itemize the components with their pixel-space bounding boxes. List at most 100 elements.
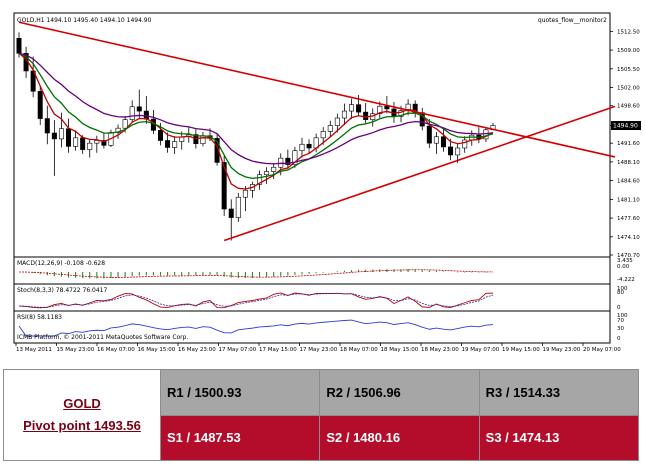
candle-body [51,132,57,140]
rsi-title: RSI(8) 58.1183 [17,314,62,321]
trading-chart: GOLD,H1 1494.10 1495.40 1494.10 1494.90 … [13,12,641,353]
monitor-watermark: quotes_flow__monitor2 [538,17,607,24]
price-tick-label: 1512.50 [617,29,640,35]
candle-body [349,104,355,112]
price-tick-label: 1509.00 [617,48,640,54]
indicator-tick-label: 100 [617,286,628,292]
indicator-tick-label: 0.00 [617,264,630,270]
time-tick-label: 15 May 23:00 [57,347,95,353]
candle-body [136,106,142,112]
indicator-tick-label: 0 [617,305,621,311]
candle-body [122,119,128,129]
candle-body [58,128,64,140]
current-price-label: 1494.90 [613,123,638,130]
candle-body [157,130,163,141]
candle-body [285,157,291,165]
candle-body [440,136,446,148]
candle-body [462,139,468,149]
candle-body [257,174,263,185]
candle-body [200,135,206,145]
time-tick-label: 17 May 23:00 [300,347,338,353]
candle-body [16,38,22,54]
candle-body [66,128,72,147]
resistance-3: R3 / 1514.33 [478,369,640,416]
time-tick-label: 18 May 23:00 [421,347,459,353]
candle-body [327,125,333,132]
pivot-table: GOLD Pivot point 1493.56 R1 / 1500.93 R2… [3,369,640,461]
candle-body [377,105,383,115]
candle-body [271,166,277,172]
price-tick-label: 1498.60 [617,104,640,110]
candle-body [214,138,220,163]
support-2: S2 / 1480.16 [319,414,480,461]
chart-frame [13,12,611,344]
indicator-tick-label: 100 [617,313,628,319]
price-tick-label: 1477.60 [617,216,640,222]
time-tick-label: 18 May 07:00 [340,347,378,353]
support-trendline [223,105,616,242]
price-tick-label: 1470.70 [617,253,640,259]
candle-body [292,150,298,165]
candle-body [384,105,390,110]
moving-average-line [18,52,494,190]
rsi-line [18,319,494,337]
moving-average-line [18,52,494,165]
symbol-link[interactable]: GOLD [63,396,101,411]
candle-body [433,136,439,144]
macd-histogram [18,269,494,279]
candle-body [94,140,100,144]
macd-title: MACD(12,26,9) -0.108 -0.628 [17,260,105,267]
candle-body [320,131,326,139]
resistance-2: R2 / 1506.96 [319,369,480,416]
pivot-cell: GOLD Pivot point 1493.56 [3,369,161,461]
stoch-d-line [18,293,494,308]
candle-body [165,140,171,148]
trendlines [18,21,616,242]
candle-body [455,147,461,156]
candle-body [37,90,43,119]
candle-body [341,110,347,119]
candle-body [334,117,340,126]
current-price-marker [611,121,641,131]
candle-body [235,196,241,218]
price-tick-label: 1481.10 [617,197,640,203]
price-tick-label: 1484.60 [617,179,640,185]
indicator-tick-label: 80 [617,290,624,296]
stoch-title: Stoch(8,3,3) 78.4722 76.0417 [17,287,108,294]
candle-body [398,110,404,117]
stochastic-lines [18,292,494,309]
candle-body [129,106,135,120]
indicator-tick-label: 70 [617,318,624,324]
candle-body [306,143,312,149]
macd-signal-line [18,269,494,278]
time-tick-label: 13 May 2011 [16,347,52,353]
candle-body [172,141,178,148]
candle-body [221,162,227,210]
candle-body [101,140,107,146]
time-tick-label: 16 May 15:00 [138,347,176,353]
candle-body [242,189,248,198]
time-tick-label: 18 May 15:00 [381,347,419,353]
moving-average-line [18,52,494,180]
copyright-text: ICMB Platform, © 2001-2011 MetaQuotes So… [17,334,188,341]
candle-body [448,146,454,156]
candle-body [363,111,369,120]
time-tick-label: 17 May 07:00 [219,347,257,353]
candle-body [228,208,234,218]
stoch-k-line [18,292,494,309]
candle-body [264,171,270,176]
main-chart-title: GOLD,H1 1494.10 1495.40 1494.10 1494.90 [17,17,152,24]
pivot-point-link[interactable]: Pivot point 1493.56 [23,418,141,433]
indicator-tick-label: 3.435 [617,258,633,264]
price-axis: 1512.50 1509.00 1505.50 1502.00 1498.60 1494.… [610,29,640,259]
indicator-tick-label: 0 [617,336,621,342]
indicator-tick-label: -4.222 [617,277,635,283]
candle-body [44,118,50,134]
resistance-trendline [18,21,616,158]
support-3: S3 / 1474.13 [478,414,640,461]
support-1: S1 / 1487.53 [159,414,321,461]
price-tick-label: 1488.10 [617,160,640,166]
time-tick-label: 19 May 07:00 [462,347,500,353]
time-tick-label: 19 May 15:00 [502,347,540,353]
